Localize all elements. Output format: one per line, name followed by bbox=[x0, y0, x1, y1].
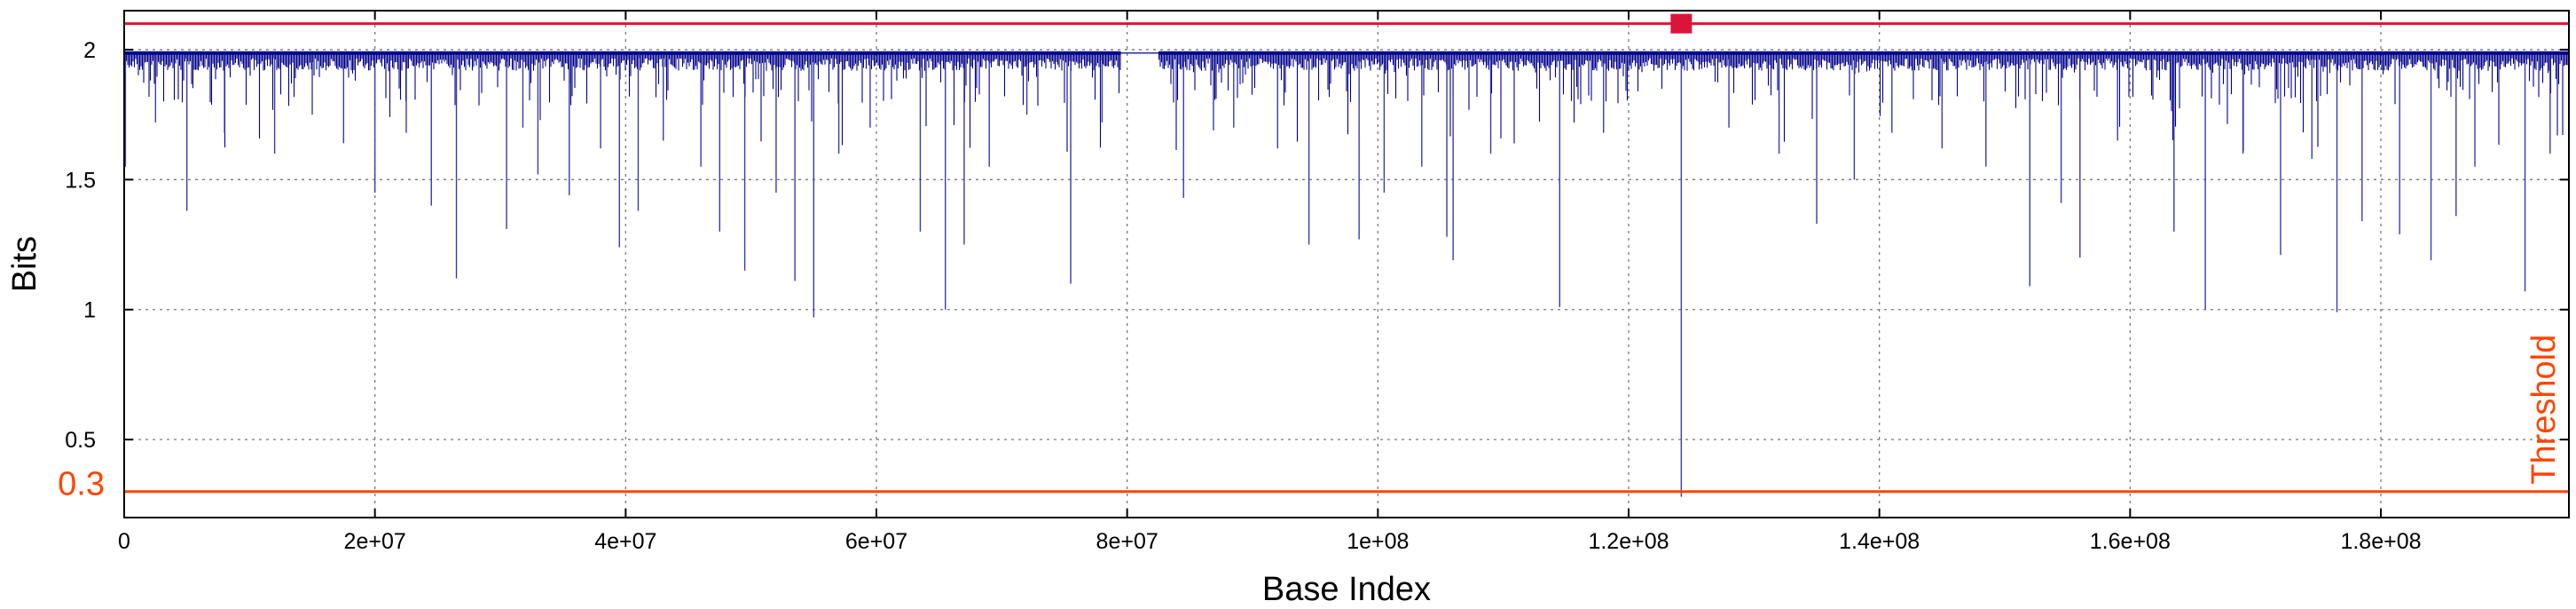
y-tick-label: 0.5 bbox=[65, 428, 96, 453]
x-tick-label: 2e+07 bbox=[344, 529, 406, 554]
reference-lines bbox=[124, 13, 2569, 494]
x-tick-label: 1e+08 bbox=[1347, 529, 1409, 554]
y-tick-label: 1 bbox=[83, 298, 96, 323]
x-tick-label: 6e+07 bbox=[845, 529, 907, 554]
x-tick-label: 1.8e+08 bbox=[2340, 529, 2421, 554]
y-axis-ticks: 0.5 1 1.5 2 bbox=[65, 38, 2569, 453]
plot-frame bbox=[123, 10, 2570, 518]
x-tick-label: 1.4e+08 bbox=[1839, 529, 1920, 554]
x-axis-ticks: 0 2e+07 4e+07 6e+07 8e+07 1e+08 1.2e+08 1.4e+08… bbox=[118, 11, 2422, 554]
marker-square bbox=[1670, 13, 1692, 34]
x-tick-label: 8e+07 bbox=[1096, 529, 1158, 554]
x-tick-label: 1.6e+08 bbox=[2090, 529, 2171, 554]
threshold-value-label: 0.3 bbox=[58, 466, 105, 503]
y-axis-title: Bits bbox=[6, 236, 43, 292]
x-tick-label: 4e+07 bbox=[594, 529, 656, 554]
grid bbox=[124, 11, 2569, 518]
x-axis-title: Base Index bbox=[1262, 571, 1431, 608]
y-tick-label: 1.5 bbox=[65, 168, 96, 193]
threshold-label: Threshold bbox=[2525, 335, 2563, 485]
x-tick-label: 1.2e+08 bbox=[1588, 529, 1669, 554]
y-tick-label: 2 bbox=[83, 38, 96, 63]
x-tick-label: 0 bbox=[118, 529, 130, 554]
bits-series bbox=[124, 51, 2569, 497]
